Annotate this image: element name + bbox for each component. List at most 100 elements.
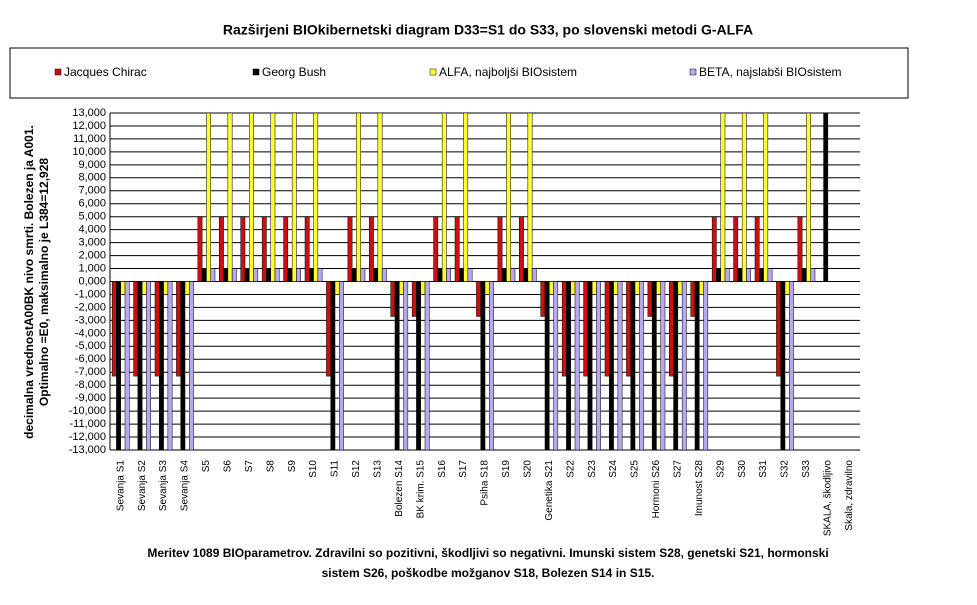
y-tick-label: 3,000 — [78, 237, 106, 249]
bar — [711, 216, 717, 282]
bar — [737, 268, 743, 282]
bar — [446, 268, 451, 282]
bar — [656, 281, 661, 295]
bar — [124, 281, 130, 451]
bar — [394, 281, 400, 451]
bar — [433, 216, 439, 282]
bar — [724, 268, 730, 282]
bar — [476, 281, 481, 317]
x-tick-label: Sevanja S2 — [137, 460, 148, 512]
bar — [227, 112, 233, 282]
y-axis-label: Optimalno =E0, maksimalno je L384=12,928 — [37, 158, 51, 406]
x-tick-label: Imunost S28 — [694, 460, 705, 517]
bar — [137, 281, 143, 451]
x-tick-label: Genetika S21 — [544, 460, 555, 521]
bar — [441, 112, 447, 282]
bar — [116, 281, 121, 451]
bar — [694, 281, 700, 451]
bar — [669, 281, 674, 377]
y-tick-label: -5,000 — [75, 340, 106, 352]
bar — [351, 268, 357, 282]
bar — [437, 268, 443, 282]
bar — [180, 281, 186, 451]
bar — [570, 281, 576, 295]
bar — [780, 281, 786, 451]
bar — [763, 112, 769, 282]
bar — [347, 216, 353, 282]
legend-swatch — [429, 68, 437, 76]
x-tick-label: S16 — [437, 460, 448, 478]
x-tick-label: Bolezen S14 — [394, 460, 405, 517]
bar — [163, 281, 169, 295]
bar — [313, 112, 319, 282]
x-tick-label: S22 — [565, 460, 576, 478]
y-tick-label: -11,000 — [70, 418, 107, 430]
bar — [617, 281, 623, 451]
bar — [240, 216, 246, 282]
y-tick-label: -10,000 — [69, 405, 106, 417]
x-tick-label: S33 — [801, 460, 812, 478]
bar — [309, 268, 314, 282]
bar — [283, 216, 289, 282]
bar — [356, 112, 361, 282]
bar — [776, 281, 781, 377]
y-tick-label: -9,000 — [75, 392, 106, 404]
bar — [789, 281, 794, 451]
bar — [381, 268, 387, 282]
bar — [531, 268, 537, 282]
x-tick-label: BK krim. S15 — [415, 460, 426, 519]
y-tick-label: 8,000 — [78, 172, 106, 184]
x-tick-label: S13 — [372, 460, 383, 478]
bar — [587, 281, 593, 451]
bar — [784, 281, 790, 295]
bar — [304, 216, 310, 282]
legend-swatch — [54, 68, 62, 76]
bar — [506, 112, 511, 282]
bar — [459, 268, 464, 282]
bar — [519, 216, 524, 282]
bar — [484, 281, 490, 295]
x-tick-label: SKALA, škodljivo — [822, 460, 833, 537]
legend-label: ALFA, najboljši BIOsistem — [439, 65, 577, 79]
bar — [111, 281, 117, 377]
bar — [480, 281, 486, 451]
x-tick-label: S11 — [330, 460, 341, 477]
bar — [651, 281, 657, 451]
x-tick-label: S24 — [608, 460, 619, 478]
chart-title: Razširjeni BIOkibernetski diagram D33=S1… — [223, 22, 753, 38]
x-tick-label: S19 — [501, 460, 512, 478]
bar — [360, 268, 366, 282]
bar — [287, 268, 293, 282]
x-tick-label: S20 — [522, 460, 533, 478]
bar — [591, 281, 597, 295]
x-tick-label: Skala, zdravilno — [844, 460, 855, 531]
y-tick-label: -6,000 — [75, 353, 106, 365]
bar — [141, 281, 147, 295]
x-tick-label: S23 — [587, 460, 598, 478]
bar — [540, 281, 546, 317]
bar — [746, 268, 751, 282]
bar — [411, 281, 417, 317]
y-tick-label: 1,000 — [78, 262, 106, 274]
bar — [189, 281, 194, 451]
y-tick-label: 2,000 — [78, 249, 106, 261]
bar — [497, 216, 503, 282]
bar — [681, 281, 687, 451]
bar — [767, 268, 773, 282]
legend-box — [9, 47, 909, 99]
bar — [454, 216, 460, 282]
y-tick-label: -4,000 — [75, 327, 106, 339]
bar — [634, 281, 640, 295]
y-tick-label: 7,000 — [78, 185, 106, 197]
bar — [797, 216, 803, 282]
bar — [741, 112, 747, 282]
bar — [330, 281, 336, 451]
x-tick-label: S8 — [265, 460, 276, 473]
bar — [759, 268, 764, 282]
y-tick-label: 10,000 — [72, 146, 106, 158]
bar — [373, 268, 379, 282]
bar — [159, 281, 164, 451]
x-tick-label: S31 — [758, 460, 769, 478]
bar — [154, 281, 160, 377]
bar — [339, 281, 344, 451]
